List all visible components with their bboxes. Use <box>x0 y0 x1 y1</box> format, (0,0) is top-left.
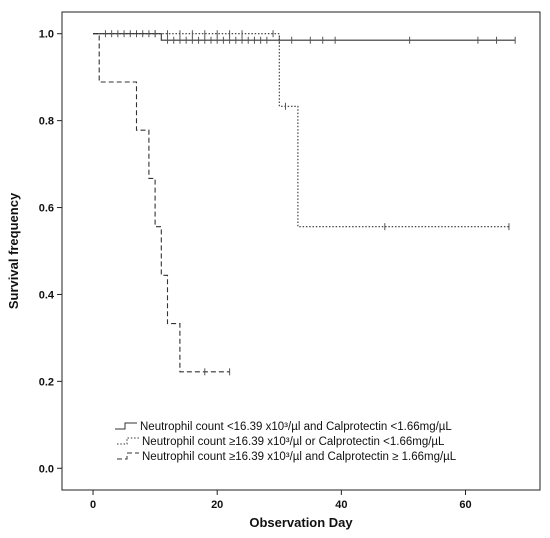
legend-sample-3 <box>117 452 139 460</box>
y-tick-label: 1.0 <box>39 29 54 41</box>
x-tick-label: 20 <box>211 499 223 511</box>
series-2-line <box>93 33 509 228</box>
plot-frame <box>61 11 541 491</box>
legend-entry-3: Neutrophil count ≥16.39 x10³/µl and Calp… <box>142 451 457 463</box>
legend-sample-1 <box>115 422 137 430</box>
axis-ticks: 0 20 40 60 0.0 0.2 0.4 0.6 0.8 1.0 <box>39 29 472 511</box>
series-layer <box>93 30 516 376</box>
y-tick-label: 0.6 <box>39 203 54 215</box>
series-1-line <box>93 33 516 41</box>
y-axis-label: Survival frequency <box>6 192 21 309</box>
y-tick-label: 0.4 <box>39 289 55 301</box>
series-1 <box>93 30 516 44</box>
x-tick-label: 60 <box>459 499 471 511</box>
x-tick-label: 40 <box>335 499 347 511</box>
legend-entry-2: Neutrophil count ≥16.39 x10³/µl or Calpr… <box>142 436 445 448</box>
x-tick-label: 0 <box>90 499 96 511</box>
series-2 <box>93 30 510 231</box>
x-axis-label: Observation Day <box>249 515 353 530</box>
legend: Neutrophil count <16.39 x10³/µl and Calp… <box>115 421 457 463</box>
series-3-line <box>93 33 230 373</box>
legend-sample-2 <box>117 437 139 445</box>
legend-entry-1: Neutrophil count <16.39 x10³/µl and Calp… <box>140 421 452 433</box>
y-tick-label: 0.0 <box>39 463 54 475</box>
y-tick-label: 0.8 <box>39 116 54 128</box>
series-3 <box>93 33 231 376</box>
y-tick-label: 0.2 <box>39 376 54 388</box>
